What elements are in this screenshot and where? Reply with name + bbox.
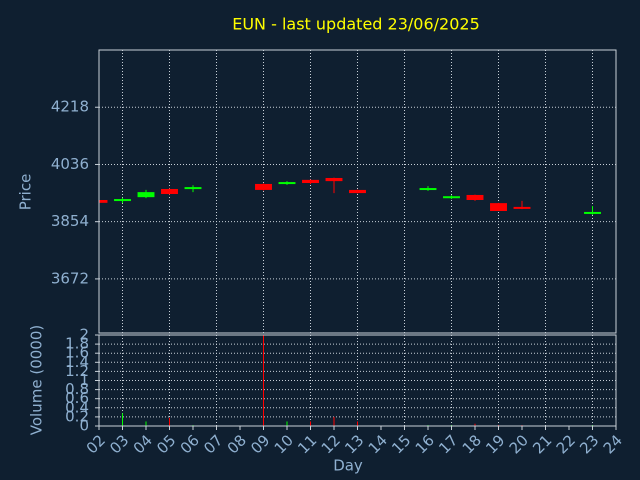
x-tick-label: 21 — [529, 431, 555, 457]
x-tick-label: 09 — [247, 431, 273, 457]
candle-body — [349, 189, 366, 194]
x-tick-label: 10 — [271, 431, 297, 457]
x-tick-label: 05 — [153, 431, 179, 457]
x-tick-label: 19 — [482, 431, 508, 457]
volume-bar — [333, 416, 335, 426]
x-tick-label: 14 — [365, 431, 391, 457]
x-tick-label: 04 — [130, 431, 156, 457]
candle-body — [419, 188, 437, 191]
x-tick-label: 12 — [318, 431, 344, 457]
candle-body — [184, 187, 202, 190]
y-tick-label: 4218 — [51, 98, 89, 116]
x-tick-label: 08 — [224, 431, 250, 457]
volume-bar — [474, 423, 476, 426]
candle-body — [278, 182, 296, 185]
candle-body — [114, 199, 131, 202]
x-tick-label: 07 — [200, 431, 226, 457]
y-tick-label: 2 — [79, 326, 89, 344]
x-tick-label: 06 — [177, 431, 203, 457]
plot-frame — [98, 334, 617, 427]
x-tick-label: 22 — [553, 431, 579, 457]
volume-bar — [263, 335, 264, 426]
volume-bar — [145, 421, 147, 426]
y-tick-label: 0.8 — [65, 380, 89, 398]
y-axis-label: Volume (0000) — [28, 325, 46, 435]
y-tick-label: 0.6 — [65, 389, 89, 407]
candle-body — [325, 177, 343, 182]
x-tick-label: 13 — [341, 431, 367, 457]
x-tick-label: 20 — [506, 431, 532, 457]
volume-bar — [357, 421, 358, 426]
candle-body — [161, 188, 178, 195]
candle-body — [466, 194, 484, 200]
volume-bar — [122, 413, 123, 426]
x-tick-label: 18 — [459, 431, 485, 457]
plot-frame — [98, 49, 617, 334]
y-tick-label: 0.4 — [65, 398, 89, 416]
y-tick-label: 1 — [79, 371, 89, 389]
candle-body — [99, 199, 108, 203]
volume-bar — [286, 421, 288, 426]
x-axis-label: Day — [333, 457, 363, 475]
x-tick-label: 17 — [435, 431, 461, 457]
candle-body — [302, 179, 319, 184]
candle-body — [443, 196, 460, 199]
volume-bar — [310, 421, 311, 426]
y-tick-label: 1.8 — [65, 335, 89, 353]
y-tick-label: 1.4 — [65, 353, 89, 371]
y-tick-label: 3672 — [51, 269, 89, 287]
y-tick-label: 0 — [79, 417, 89, 435]
y-axis-label: Price — [17, 174, 35, 211]
candle-body — [490, 203, 507, 211]
x-tick-label: 24 — [600, 431, 626, 457]
candle-body — [255, 183, 272, 190]
candle-body — [137, 192, 155, 198]
y-tick-label: 0.2 — [65, 407, 89, 425]
volume-bar — [169, 417, 170, 426]
x-tick-label: 16 — [412, 431, 438, 457]
y-tick-label: 1.2 — [65, 362, 89, 380]
candle-body — [513, 206, 531, 209]
candle-body — [584, 211, 601, 214]
chart-title: EUN - last updated 23/06/2025 — [232, 15, 480, 34]
x-tick-label: 03 — [106, 431, 132, 457]
x-tick-label: 15 — [388, 431, 414, 457]
y-tick-label: 1.6 — [65, 344, 89, 362]
x-tick-label: 02 — [83, 431, 109, 457]
y-tick-label: 3854 — [51, 212, 89, 230]
x-tick-label: 11 — [294, 431, 320, 457]
x-tick-label: 23 — [576, 431, 602, 457]
y-tick-label: 4036 — [51, 155, 89, 173]
